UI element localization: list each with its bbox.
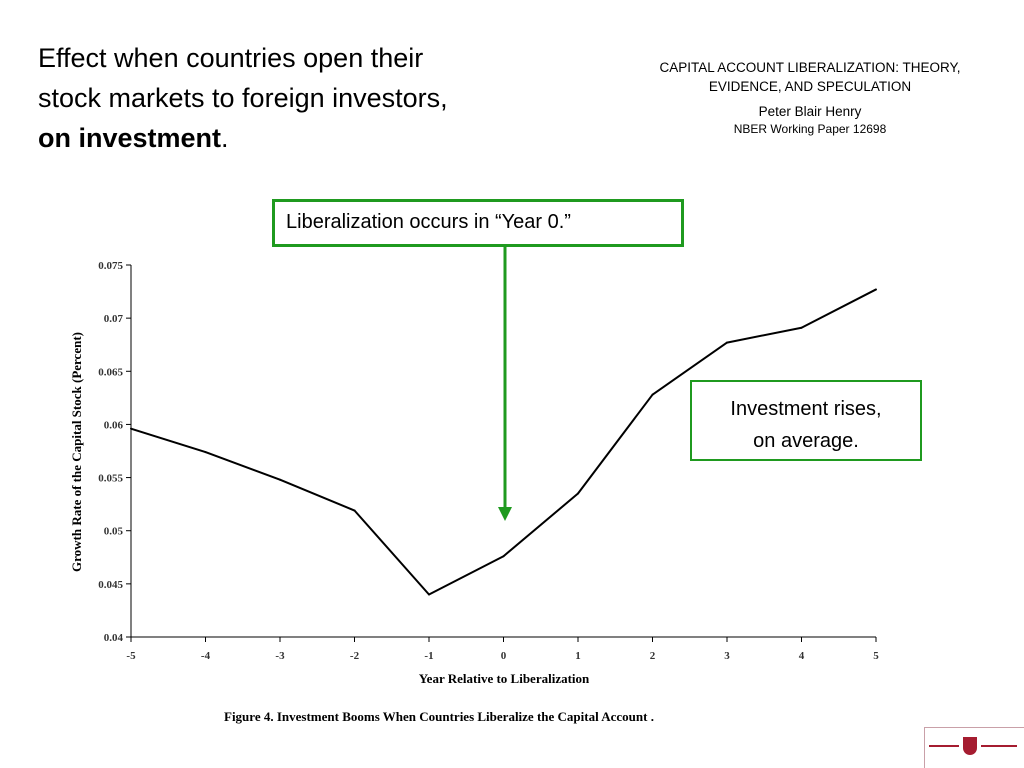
shield-icon — [963, 737, 977, 755]
logo-stripe-right — [981, 745, 1017, 747]
year0-callout-text: Liberalization occurs in “Year 0.” — [286, 211, 571, 233]
data-point — [651, 393, 654, 396]
y-tick-label: 0.05 — [104, 526, 124, 538]
slide-title: Effect when countries open their stock m… — [38, 38, 558, 158]
data-point — [577, 492, 579, 495]
title-line-3: on investment. — [38, 118, 558, 158]
investment-rises-line-2: on average. — [753, 430, 859, 452]
year0-arrow — [498, 247, 512, 521]
x-tick-label: 1 — [575, 650, 581, 662]
reference-title-line-1: CAPITAL ACCOUNT LIBERALIZATION: THEORY, — [659, 60, 961, 75]
data-point — [800, 326, 803, 329]
data-point — [130, 427, 132, 430]
investment-rises-callout: Investment rises, on average. — [690, 380, 922, 461]
investment-rises-line-1: Investment rises, — [730, 398, 882, 420]
title-line-1: Effect when countries open their — [38, 43, 424, 73]
x-axis: -5 -4 -3 -2 -1 0 1 2 3 4 5 — [126, 636, 879, 662]
x-axis-label: Year Relative to Liberalization — [419, 671, 590, 686]
data-point — [726, 341, 728, 344]
year0-callout: Liberalization occurs in “Year 0.” — [272, 199, 684, 247]
y-axis: 0.04 0.045 0.05 0.055 0.06 0.065 0.07 0.075 — [98, 260, 132, 644]
title-line-2: stock markets to foreign investors, — [38, 83, 448, 113]
figure-caption: Figure 4. Investment Booms When Countrie… — [224, 709, 654, 724]
x-tick-label: 2 — [650, 650, 656, 662]
data-point — [502, 555, 505, 558]
y-axis-label: Growth Rate of the Capital Stock (Percen… — [69, 332, 84, 572]
x-tick-label: 4 — [799, 650, 805, 662]
y-tick-label: 0.075 — [98, 260, 123, 272]
data-point — [875, 288, 877, 291]
data-point — [353, 509, 356, 512]
x-tick-label: -1 — [424, 650, 433, 662]
x-tick-label: -2 — [350, 650, 360, 662]
y-tick-label: 0.045 — [98, 579, 123, 591]
arrow-head — [498, 507, 512, 521]
data-point — [204, 451, 207, 454]
data-point — [279, 478, 281, 481]
logo-stripe-left — [929, 745, 959, 747]
series-group — [130, 288, 877, 596]
reference-paper: NBER Working Paper 12698 — [733, 122, 887, 136]
y-tick-label: 0.07 — [104, 313, 124, 325]
paper-reference: CAPITAL ACCOUNT LIBERALIZATION: THEORY, … — [620, 58, 1000, 137]
x-tick-label: 0 — [501, 650, 507, 662]
x-tick-label: -3 — [275, 650, 285, 662]
x-tick-label: -5 — [126, 650, 136, 662]
y-tick-label: 0.06 — [104, 419, 124, 431]
data-point — [428, 593, 430, 596]
title-emphasis: on investment — [38, 123, 222, 153]
y-tick-label: 0.04 — [104, 632, 124, 644]
title-period: . — [221, 123, 229, 153]
reference-title-line-2: EVIDENCE, AND SPECULATION — [708, 79, 912, 94]
x-tick-label: -4 — [201, 650, 211, 662]
harvard-kennedy-school-logo — [924, 727, 1024, 768]
reference-author: Peter Blair Henry — [758, 104, 862, 119]
y-tick-label: 0.055 — [98, 473, 123, 485]
x-tick-label: 5 — [873, 650, 879, 662]
x-tick-label: 3 — [724, 650, 730, 662]
y-tick-label: 0.065 — [98, 366, 123, 378]
